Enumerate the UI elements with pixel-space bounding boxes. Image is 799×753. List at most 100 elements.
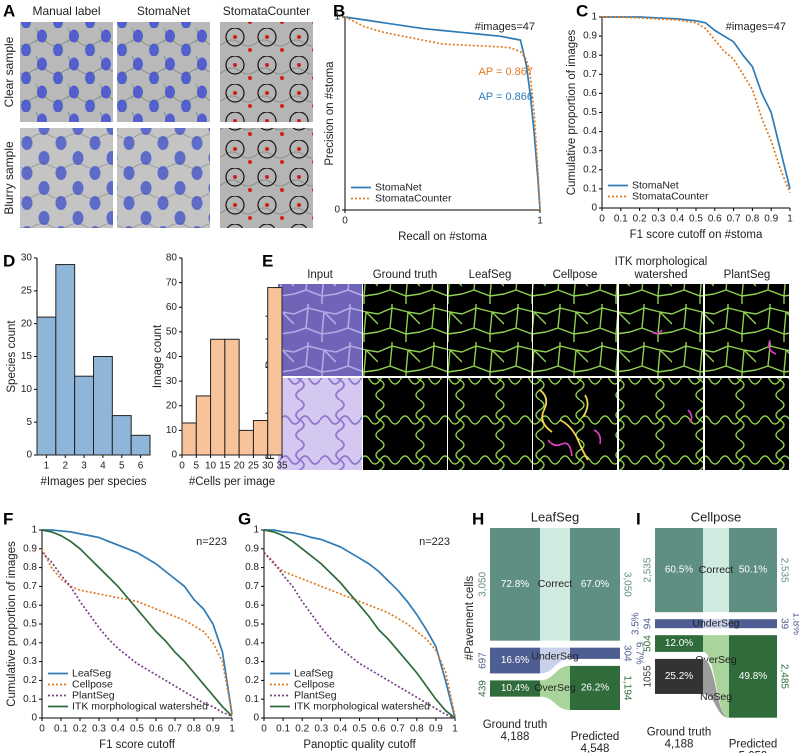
segmentation — [448, 378, 532, 470]
x-tick-label: 0.9 — [764, 214, 778, 225]
x-tick-label: 0 — [342, 216, 348, 227]
y-tick-label: 0.4 — [583, 126, 597, 137]
x-tick-label: 10 — [205, 461, 217, 472]
x-tick-label: 0.1 — [276, 724, 290, 735]
y-tick-label: 5 — [26, 417, 32, 428]
x-tick-label: 0.8 — [187, 724, 201, 735]
y-tick-label: 0.3 — [245, 656, 259, 667]
data-line — [42, 529, 233, 715]
y-tick-label: 0 — [31, 713, 37, 724]
data-line — [344, 16, 541, 211]
x-tick-label: 0.5 — [353, 724, 367, 735]
node-percent: 49.8% — [739, 671, 767, 682]
y-tick-label: 1 — [334, 12, 340, 23]
annotation: n=223 — [419, 536, 450, 548]
chart-title: LeafSeg — [531, 509, 579, 524]
micrograph — [220, 22, 313, 122]
flow-label: NoSeg — [700, 691, 732, 703]
x-tick-label: 1 — [452, 724, 458, 735]
node-percent: 12.0% — [665, 638, 693, 649]
node-bar — [490, 528, 540, 641]
legend-label: StomataCounter — [375, 192, 452, 204]
bar — [210, 338, 226, 456]
y-tick-label: 80 — [166, 253, 178, 264]
y-tick-label: 0.9 — [583, 31, 597, 42]
y-tick-label: 40 — [166, 351, 178, 362]
x-tick-label: 15 — [219, 461, 231, 472]
x-tick-label: 0.3 — [92, 724, 106, 735]
segmentation — [705, 284, 789, 376]
node-count: 504 — [643, 635, 654, 652]
column-header: Ground truth — [372, 269, 438, 281]
annotation: #images=47 — [475, 21, 535, 33]
panel-letter: F — [3, 509, 13, 528]
legend-label: StomataCounter — [632, 190, 709, 202]
x-tick-label: 0 — [179, 461, 185, 472]
flow — [703, 635, 729, 718]
y-tick-label: 0.2 — [23, 675, 37, 686]
axis-label: Predicted — [571, 731, 620, 743]
x-tick-label: 0.5 — [130, 724, 144, 735]
column-header: LeafSeg — [468, 269, 512, 281]
panel-letter: G — [238, 509, 251, 528]
bar — [36, 316, 57, 456]
x-tick-label: 0.6 — [708, 214, 722, 225]
node-bar — [570, 647, 620, 659]
y-axis-label: Precision on #stoma — [324, 61, 336, 166]
legend-label: PlantSeg — [294, 689, 337, 701]
micrograph — [278, 378, 362, 470]
segmentation — [705, 378, 789, 470]
node-count: 2,535 — [643, 557, 654, 582]
x-tick-label: 0.3 — [651, 214, 665, 225]
x-tick-label: 20 — [234, 461, 246, 472]
segmentation — [619, 378, 703, 470]
panel-letter: C — [576, 1, 588, 20]
bar — [111, 415, 132, 456]
panel-a-images — [20, 22, 313, 228]
y-tick-label: 1 — [253, 525, 259, 536]
panel-letter: H — [472, 509, 484, 528]
y-tick-label: 20 — [166, 400, 178, 411]
x-tick-label: 0.8 — [745, 214, 759, 225]
bar — [267, 287, 283, 456]
chart-title: Cellpose — [691, 509, 742, 524]
bar — [224, 338, 240, 456]
total: 5,059 — [739, 751, 768, 753]
y-tick-label: 0 — [334, 205, 340, 216]
annotation: #images=47 — [726, 21, 786, 33]
node-percent: 16.6% — [501, 655, 529, 666]
flow-label: Correct — [699, 564, 734, 576]
bar — [93, 356, 113, 456]
flow — [540, 647, 570, 674]
column-header: StomataCounter — [223, 4, 310, 18]
segmentation — [533, 284, 617, 376]
axis-label: Ground truth — [483, 719, 548, 731]
total: 4,188 — [665, 739, 694, 751]
legend-label: ITK morphological watershed — [72, 700, 208, 712]
segmentation — [363, 284, 447, 376]
node-bar — [570, 665, 620, 710]
data-line — [41, 529, 233, 717]
y-tick-label: 25 — [21, 285, 33, 296]
node-bar — [655, 528, 703, 613]
y-tick-label: 0.6 — [583, 88, 597, 99]
legend-label: PlantSeg — [72, 689, 115, 701]
x-tick-label: 5 — [194, 461, 200, 472]
micrograph — [117, 22, 210, 122]
y-tick-label: 0.9 — [23, 543, 37, 554]
node-percent: 60.5% — [665, 565, 693, 576]
node-percent: 10.4% — [501, 683, 529, 694]
micrograph — [117, 128, 210, 228]
y-tick-label: 0 — [26, 450, 32, 461]
y-tick-label: 15 — [21, 351, 33, 362]
node-bar — [570, 528, 620, 641]
y-tick-label: 0.5 — [583, 107, 597, 118]
node-bar — [729, 528, 777, 613]
row-header: Clear sample — [2, 36, 16, 107]
total: 4,188 — [501, 731, 530, 743]
y-tick-label: 0.4 — [23, 637, 37, 648]
x-tick-label: 6 — [138, 461, 144, 472]
row-header: Blurry sample — [2, 141, 16, 215]
x-tick-label: 0.4 — [333, 724, 347, 735]
